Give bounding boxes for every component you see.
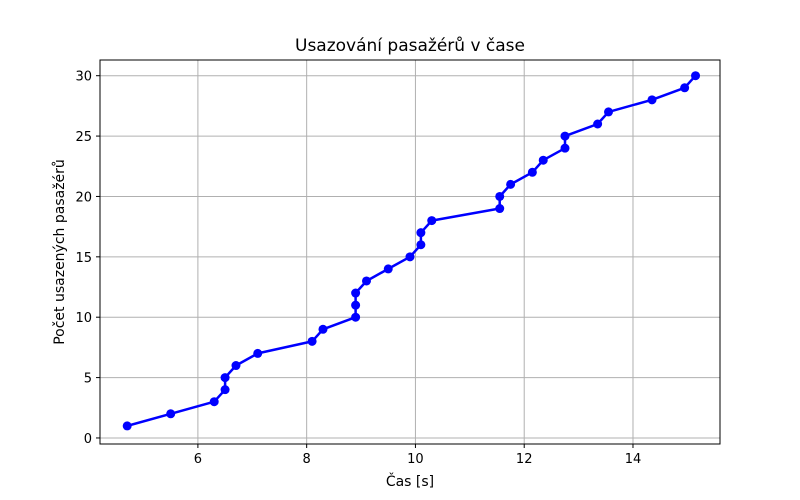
x-tick-label: 6 bbox=[194, 452, 202, 467]
grid bbox=[100, 60, 720, 444]
data-point bbox=[351, 300, 361, 310]
data-point bbox=[122, 421, 132, 431]
data-point bbox=[691, 71, 701, 81]
data-point bbox=[560, 131, 570, 141]
data-point bbox=[527, 167, 537, 177]
data-point bbox=[538, 155, 548, 165]
x-axis-title: Čas [s] bbox=[386, 472, 434, 490]
data-point bbox=[593, 119, 603, 129]
series-polyline bbox=[126, 74, 697, 428]
data-point bbox=[647, 95, 657, 105]
y-tick-label: 30 bbox=[75, 70, 92, 85]
data-point bbox=[209, 397, 219, 407]
x-tick-label: 14 bbox=[625, 452, 642, 467]
data-point bbox=[383, 264, 393, 274]
data-point bbox=[416, 240, 426, 250]
data-point bbox=[220, 385, 230, 395]
x-tick-label: 12 bbox=[516, 452, 533, 467]
plot-frame bbox=[99, 59, 721, 445]
y-axis: 0 5 10 15 20 25 30 bbox=[75, 70, 100, 447]
data-point bbox=[361, 276, 371, 286]
y-tick-label: 15 bbox=[75, 251, 92, 266]
data-point bbox=[680, 83, 690, 93]
data-point bbox=[351, 312, 361, 322]
data-point bbox=[560, 143, 570, 153]
data-point bbox=[506, 179, 516, 189]
y-tick-label: 25 bbox=[75, 130, 92, 145]
y-axis-title: Počet usazených pasažérů bbox=[52, 159, 68, 345]
data-point bbox=[231, 361, 241, 371]
y-tick-label: 0 bbox=[84, 432, 92, 447]
series-line bbox=[122, 71, 701, 431]
data-point bbox=[166, 409, 176, 419]
data-point bbox=[405, 252, 415, 262]
chart-title: Usazování pasažérů v čase bbox=[295, 36, 525, 56]
data-point bbox=[220, 373, 230, 383]
y-tick-label: 5 bbox=[84, 372, 92, 387]
data-point bbox=[495, 191, 505, 201]
x-axis: 6 8 10 12 14 bbox=[194, 444, 642, 467]
data-point bbox=[351, 288, 361, 298]
data-point bbox=[604, 107, 614, 117]
data-point bbox=[416, 228, 426, 238]
x-tick-label: 8 bbox=[303, 452, 311, 467]
data-point bbox=[495, 204, 505, 214]
data-point bbox=[427, 216, 437, 226]
x-tick-label: 10 bbox=[407, 452, 424, 467]
data-point bbox=[318, 324, 328, 334]
y-tick-label: 10 bbox=[75, 311, 92, 326]
data-point bbox=[253, 348, 263, 358]
y-tick-label: 20 bbox=[75, 190, 92, 205]
data-point bbox=[307, 336, 317, 346]
